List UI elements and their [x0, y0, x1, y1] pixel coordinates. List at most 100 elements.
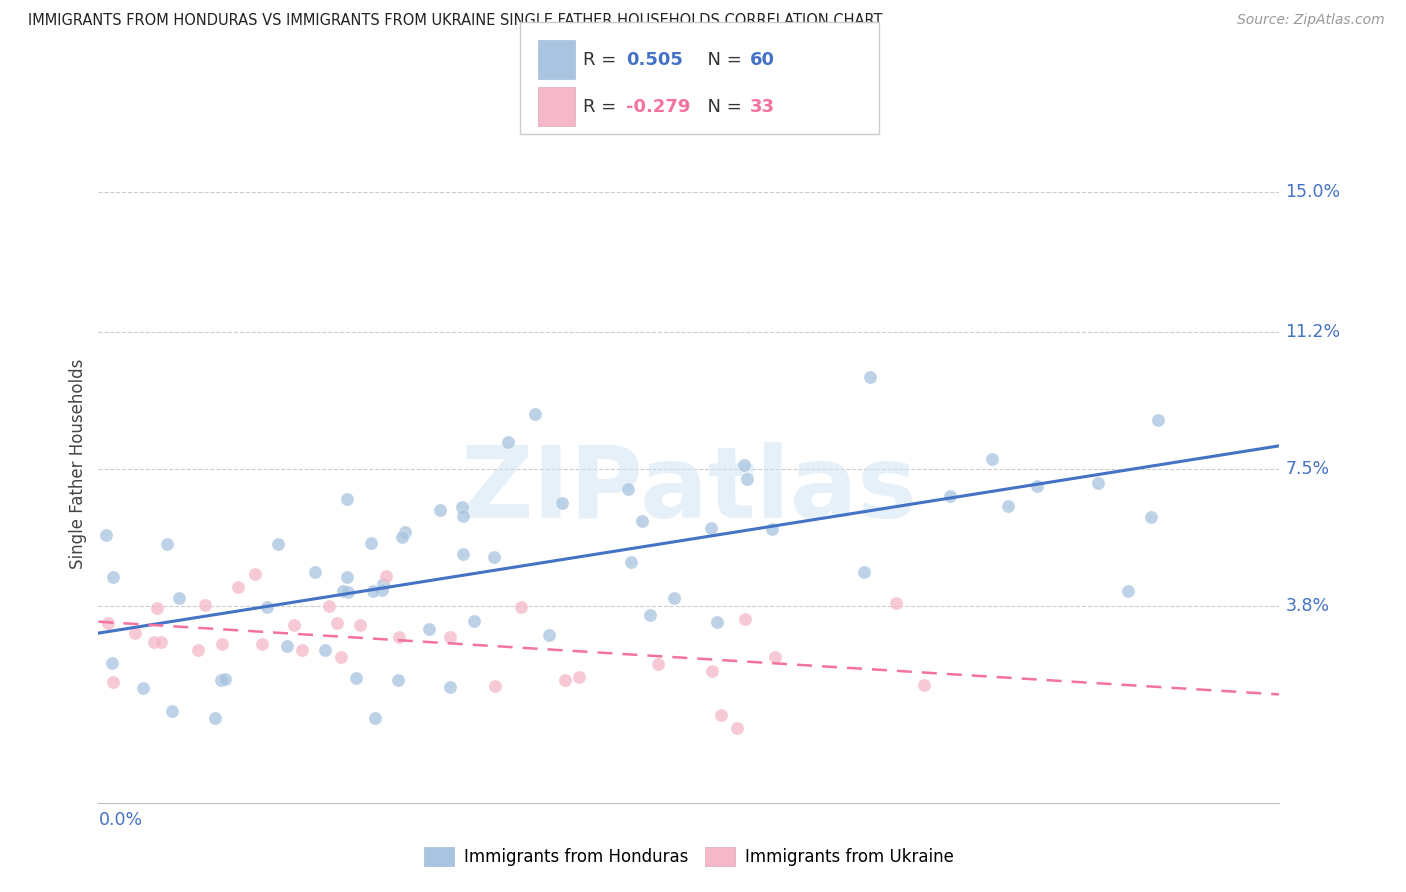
Point [364, 710, 387, 724]
Point [101, 657, 124, 671]
Point [725, 721, 748, 735]
Text: R =: R = [583, 98, 623, 116]
Point [859, 370, 882, 384]
Point [852, 565, 875, 579]
Point [912, 678, 935, 692]
Point [336, 569, 359, 583]
Point [647, 657, 669, 671]
Point [451, 547, 474, 561]
Point [156, 537, 179, 551]
Point [132, 681, 155, 695]
Text: IMMIGRANTS FROM HONDURAS VS IMMIGRANTS FROM UKRAINE SINGLE FATHER HOUSEHOLDS COR: IMMIGRANTS FROM HONDURAS VS IMMIGRANTS F… [28, 13, 883, 29]
Point [429, 503, 451, 517]
Point [734, 612, 756, 626]
Point [291, 642, 314, 657]
Text: 3.8%: 3.8% [1285, 598, 1330, 615]
Point [761, 522, 783, 536]
Point [620, 555, 643, 569]
Point [211, 637, 233, 651]
Point [439, 630, 461, 644]
Point [243, 566, 266, 581]
Point [554, 673, 576, 688]
Point [706, 615, 728, 629]
Point [97, 615, 120, 630]
Point [710, 707, 733, 722]
Point [537, 628, 560, 642]
Point [551, 496, 574, 510]
Point [276, 640, 298, 654]
Point [700, 521, 723, 535]
Point [101, 570, 124, 584]
Point [700, 665, 723, 679]
Text: Source: ZipAtlas.com: Source: ZipAtlas.com [1237, 13, 1385, 28]
Point [388, 630, 411, 644]
Text: -0.279: -0.279 [626, 98, 690, 116]
Point [640, 607, 662, 622]
Point [314, 643, 336, 657]
Point [256, 600, 278, 615]
Point [394, 525, 416, 540]
Point [484, 679, 506, 693]
Legend: Immigrants from Honduras, Immigrants from Ukraine: Immigrants from Honduras, Immigrants fro… [418, 840, 960, 872]
Text: 11.2%: 11.2% [1285, 323, 1340, 342]
Point [510, 599, 533, 614]
Point [160, 704, 183, 718]
Point [617, 482, 640, 496]
Point [326, 616, 349, 631]
Text: N =: N = [696, 98, 748, 116]
Text: N =: N = [696, 51, 748, 69]
Point [763, 649, 786, 664]
Point [318, 599, 340, 614]
Point [96, 528, 118, 542]
Point [997, 500, 1019, 514]
Point [360, 536, 382, 550]
Point [337, 585, 360, 599]
Point [1116, 583, 1139, 598]
Point [1140, 510, 1163, 524]
Point [146, 600, 169, 615]
Point [391, 530, 413, 544]
Point [194, 598, 217, 612]
Point [187, 643, 209, 657]
Point [735, 471, 758, 485]
Point [344, 671, 367, 685]
Text: 0.505: 0.505 [626, 51, 682, 69]
Point [371, 577, 394, 591]
Text: ZIPatlas: ZIPatlas [461, 442, 917, 540]
Text: 60: 60 [749, 51, 775, 69]
Point [463, 615, 485, 629]
Point [204, 710, 226, 724]
Point [304, 565, 326, 579]
Point [981, 452, 1004, 467]
Text: 0.0%: 0.0% [98, 811, 142, 829]
Text: 15.0%: 15.0% [1285, 183, 1340, 201]
Text: 7.5%: 7.5% [1285, 460, 1330, 478]
Point [209, 673, 232, 688]
Point [149, 635, 172, 649]
Point [733, 458, 755, 473]
Point [524, 407, 547, 421]
Point [568, 670, 591, 684]
Point [418, 622, 440, 636]
Point [226, 580, 249, 594]
Point [387, 673, 409, 688]
Point [1087, 476, 1109, 491]
Point [124, 626, 146, 640]
Point [283, 617, 305, 632]
Point [330, 650, 353, 665]
Point [250, 637, 273, 651]
Y-axis label: Single Father Households: Single Father Households [69, 359, 87, 569]
Point [439, 681, 461, 695]
Point [375, 569, 398, 583]
Text: R =: R = [583, 51, 623, 69]
Point [143, 634, 166, 648]
Point [214, 672, 236, 686]
Text: 33: 33 [749, 98, 775, 116]
Point [662, 591, 685, 605]
Point [266, 537, 288, 551]
Point [451, 500, 474, 514]
Point [1026, 478, 1049, 492]
Point [496, 435, 519, 450]
Point [349, 618, 371, 632]
Point [451, 509, 474, 524]
